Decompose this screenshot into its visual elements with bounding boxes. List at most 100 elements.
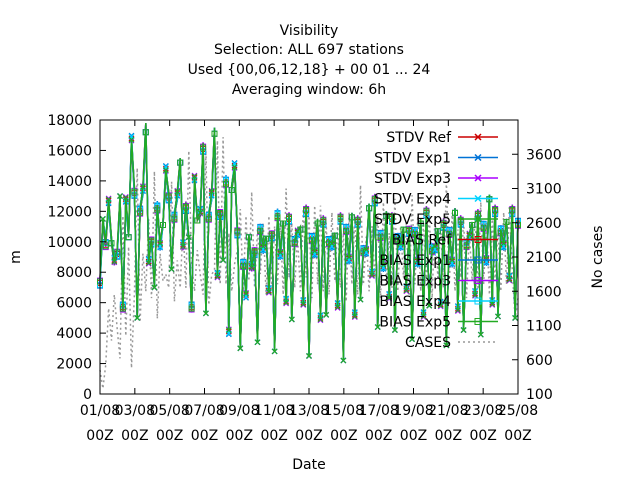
chart-subtitle-averaging: Averaging window: 6h (232, 82, 386, 98)
data-point-stdv-exp5 (363, 246, 370, 253)
legend-label: STDV Ref (386, 130, 452, 146)
x-tick-label-hour: 00Z (226, 428, 253, 444)
y2-tick-label: 2100 (526, 250, 562, 266)
data-point-stdv-exp5 (414, 257, 421, 264)
data-point-stdv-exp5 (500, 240, 507, 247)
y2-axis-label: No cases (590, 226, 606, 289)
y2-tick-label: 1100 (526, 319, 562, 335)
data-point-stdv-exp5 (443, 342, 450, 349)
data-point-stdv-exp5 (214, 273, 221, 280)
data-point-stdv-exp5 (145, 260, 152, 266)
legend-marker (474, 174, 482, 182)
legend-marker (474, 215, 482, 223)
y2-tick-label: 3100 (526, 182, 562, 198)
x-tick-label-date: 09/08 (219, 403, 259, 419)
x-tick-label-hour: 00Z (400, 428, 427, 444)
data-point-stdv-exp5 (449, 257, 456, 264)
legend-marker (474, 236, 482, 243)
x-axis-label: Date (292, 457, 325, 473)
data-point-stdv-exp5 (208, 188, 215, 195)
y2-tick-label: 3600 (526, 147, 562, 163)
data-point-stdv-exp5 (134, 314, 141, 321)
data-point-stdv-exp5 (426, 302, 433, 309)
data-point-bias-exp5 (125, 234, 132, 241)
chart-subtitle-used: Used {00,06,12,18} + 00 01 ... 24 (188, 62, 431, 78)
data-point-stdv-exp5 (203, 310, 209, 317)
legend-label: STDV Exp4 (374, 192, 451, 208)
chart-subtitle-selection: Selection: ALL 697 stations (214, 42, 404, 58)
data-point-stdv-exp5 (391, 327, 398, 333)
data-point-stdv-exp5 (265, 288, 272, 295)
x-tick-label-hour: 00Z (365, 428, 392, 444)
x-tick-label-date: 07/08 (184, 403, 224, 419)
data-point-stdv-exp5 (294, 228, 301, 235)
x-tick-label-date: 11/08 (254, 403, 294, 419)
y-tick-label: 0 (83, 387, 92, 403)
data-point-stdv-exp5 (185, 234, 192, 241)
x-tick-label-hour: 00Z (191, 428, 218, 444)
x-tick-label-date: 15/08 (324, 403, 364, 419)
data-point-stdv-exp5 (420, 313, 427, 320)
data-point-stdv-exp5 (111, 258, 118, 265)
x-tick-label-hour: 00Z (504, 428, 531, 444)
data-point-stdv-exp5 (477, 331, 484, 338)
legend-label: BIAS Ref (392, 233, 452, 249)
data-point-stdv-exp5 (300, 301, 307, 307)
data-point-stdv-exp5 (162, 167, 169, 174)
data-point-stdv-exp5 (122, 194, 129, 201)
x-tick-label-date: 25/08 (498, 403, 538, 419)
data-point-stdv-exp5 (191, 173, 198, 180)
x-tick-label-hour: 00Z (435, 428, 462, 444)
data-point-stdv-exp5 (288, 316, 295, 323)
legend-marker (474, 194, 482, 203)
y-tick-label: 6000 (56, 296, 92, 312)
data-point-stdv-exp5 (180, 243, 186, 250)
legend-label: STDV Exp1 (374, 151, 451, 167)
data-point-stdv-exp5 (346, 254, 353, 261)
x-tick-label-hour: 00Z (86, 428, 113, 444)
legend-marker (474, 297, 482, 305)
y2-tick-label: 2600 (526, 216, 562, 232)
data-point-stdv-exp5 (334, 304, 341, 311)
data-point-stdv-exp5 (472, 291, 478, 298)
y2-tick-label: 100 (526, 387, 553, 403)
data-point-stdv-exp5 (306, 353, 312, 359)
x-tick-label-date: 05/08 (149, 403, 189, 419)
data-point-stdv-exp5 (197, 209, 204, 216)
data-point-stdv-exp5 (397, 240, 404, 247)
data-point-stdv-exp5 (243, 290, 249, 297)
data-point-stdv-exp5 (283, 299, 290, 306)
data-point-stdv-exp5 (380, 261, 387, 268)
legend-label: STDV Exp3 (374, 171, 451, 187)
data-point-stdv-exp5 (254, 339, 261, 346)
x-tick-label-hour: 00Z (469, 428, 496, 444)
data-point-stdv-exp5 (495, 313, 501, 320)
data-point-stdv-exp5 (340, 357, 347, 364)
y-tick-label: 10000 (47, 235, 92, 251)
data-point-stdv-exp5 (99, 216, 106, 222)
legend: STDV Ref STDV Exp1 STDV Exp3 STDV Exp4 STDV … (374, 130, 498, 351)
legend-label: BIAS Exp3 (379, 274, 451, 290)
legend-label: BIAS Exp4 (379, 294, 451, 310)
data-point-stdv-exp5 (403, 287, 410, 294)
x-tick-label-date: 23/08 (463, 403, 503, 419)
data-point-stdv-exp5 (357, 296, 364, 303)
x-tick-label-date: 21/08 (428, 403, 468, 419)
data-point-stdv-exp5 (157, 240, 164, 247)
data-point-stdv-exp5 (311, 248, 318, 254)
legend-label: STDV Exp5 (374, 212, 451, 228)
data-point-stdv-exp5 (237, 345, 244, 352)
data-point-stdv-exp5 (460, 327, 467, 333)
legend-marker (474, 256, 482, 264)
x-tick-label-hour: 00Z (295, 428, 322, 444)
data-point-stdv-exp5 (220, 257, 227, 263)
data-point-stdv-exp5 (512, 314, 519, 321)
data-point-stdv-exp5 (351, 313, 358, 320)
data-point-stdv-exp5 (248, 264, 255, 271)
data-point-stdv-exp5 (437, 302, 444, 309)
legend-marker (474, 153, 482, 162)
legend-marker (474, 133, 482, 141)
data-point-stdv-exp5 (174, 188, 181, 195)
y2-tick-label: 600 (526, 353, 553, 369)
